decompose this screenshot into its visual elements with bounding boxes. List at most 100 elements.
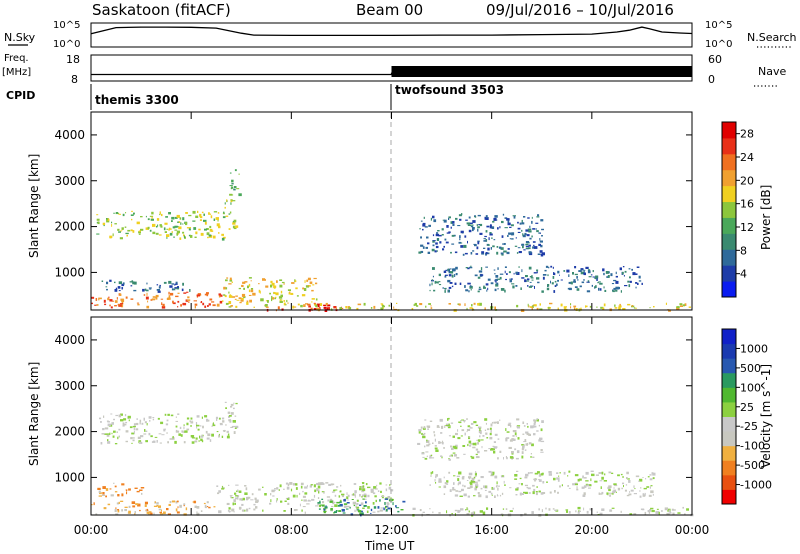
scatter-cell [243,287,245,290]
scatter-cell [527,303,529,307]
scatter-cell [471,477,475,481]
scatter-cell [217,212,220,214]
scatter-cell [533,425,535,428]
scatter-cell [342,512,346,514]
scatter-cell [470,455,473,458]
scatter-cell [123,282,125,285]
scatter-cell [435,474,438,477]
scatter-cell [439,241,442,244]
scatter-cell [173,288,176,291]
scatter-cell [553,272,555,275]
scatter-cell [529,276,532,278]
colorbar-tick-label: 100 [740,381,761,394]
scatter-cell [448,458,451,461]
scatter-cell [536,277,540,280]
scatter-cell [441,234,444,236]
scatter-cell [511,438,514,440]
scatter-cell [190,425,192,427]
scatter-cell [372,502,375,505]
scatter-cell [316,482,320,486]
scatter-cell [396,507,400,509]
scatter-cell [524,491,528,494]
scatter-cell [341,509,345,512]
scatter-cell [560,303,563,307]
colorbar-tick-label: 16 [740,198,754,211]
scatter-cell [107,297,110,301]
scatter-cell [427,242,430,245]
scatter-cell [476,481,478,485]
scatter-cell [200,435,204,438]
scatter-cell [525,243,529,246]
scatter-cell [629,491,631,493]
scatter-cell [523,491,525,493]
scatter-cell [356,502,359,506]
scatter-cell [380,490,382,493]
scatter-cell [624,285,628,287]
scatter-cell [102,492,105,495]
scatter-cell [128,419,130,422]
scatter-cell [171,231,173,233]
scatter-cell [335,307,337,310]
scatter-cell [229,185,233,187]
scatter-cell [329,498,333,501]
scatter-cell [166,432,168,434]
scatter-cell [241,503,244,506]
scatter-cell [490,492,493,495]
scatter-cell [107,423,111,427]
scatter-cell [514,448,517,451]
scatter-cell [447,290,449,292]
scatter-cell [183,292,187,294]
scatter-cell [300,485,303,489]
scatter-cell [238,287,241,290]
scatter-cell [197,512,200,516]
scatter-cell [528,266,532,270]
scatter-cell [552,276,555,279]
scatter-cell [467,224,472,226]
scatter-cell [196,511,198,514]
scatter-cell [248,289,251,293]
scatter-cell [450,226,452,229]
scatter-cell [467,495,470,498]
scatter-cell [432,471,434,474]
scatter-cell [184,430,188,433]
scatter-cell [490,282,494,285]
scatter-cell [131,501,136,504]
scatter-cell [474,274,478,277]
scatter-cell [359,504,362,506]
scatter-cell [432,215,435,219]
scatter-cell [351,499,354,500]
scatter-cell [448,435,451,437]
scatter-cell [172,226,176,229]
scatter-cell [535,222,539,224]
scatter-cell [328,307,330,310]
scatter-cell [557,491,559,494]
scatter-cell [159,442,162,444]
scatter-cell [507,248,510,250]
nave-tick-high: 60 [708,53,722,66]
scatter-cell [125,489,128,491]
scatter-cell [615,289,618,292]
scatter-cell [286,486,290,490]
scatter-cell [611,492,614,495]
scatter-cell [120,230,122,232]
scatter-cell [555,283,558,286]
scatter-cell [429,420,433,422]
cpid-mode-2: twofsound 3503 [395,83,504,97]
scatter-cell [114,289,118,292]
scatter-cell [455,273,458,276]
scatter-cell [542,481,545,484]
scatter-cell [454,446,458,450]
scatter-cell [317,502,321,504]
scatter-cell [531,511,534,514]
scatter-cell [199,435,201,439]
scatter-cell [414,302,417,306]
scatter-cell [428,224,431,227]
scatter-cell [528,286,532,288]
scatter-cell [492,220,495,223]
scatter-cell [618,286,620,290]
scatter-cell [97,221,100,225]
scatter-cell [168,295,171,299]
scatter-cell [208,303,211,306]
scatter-cell [426,440,430,443]
scatter-cell [393,306,395,309]
